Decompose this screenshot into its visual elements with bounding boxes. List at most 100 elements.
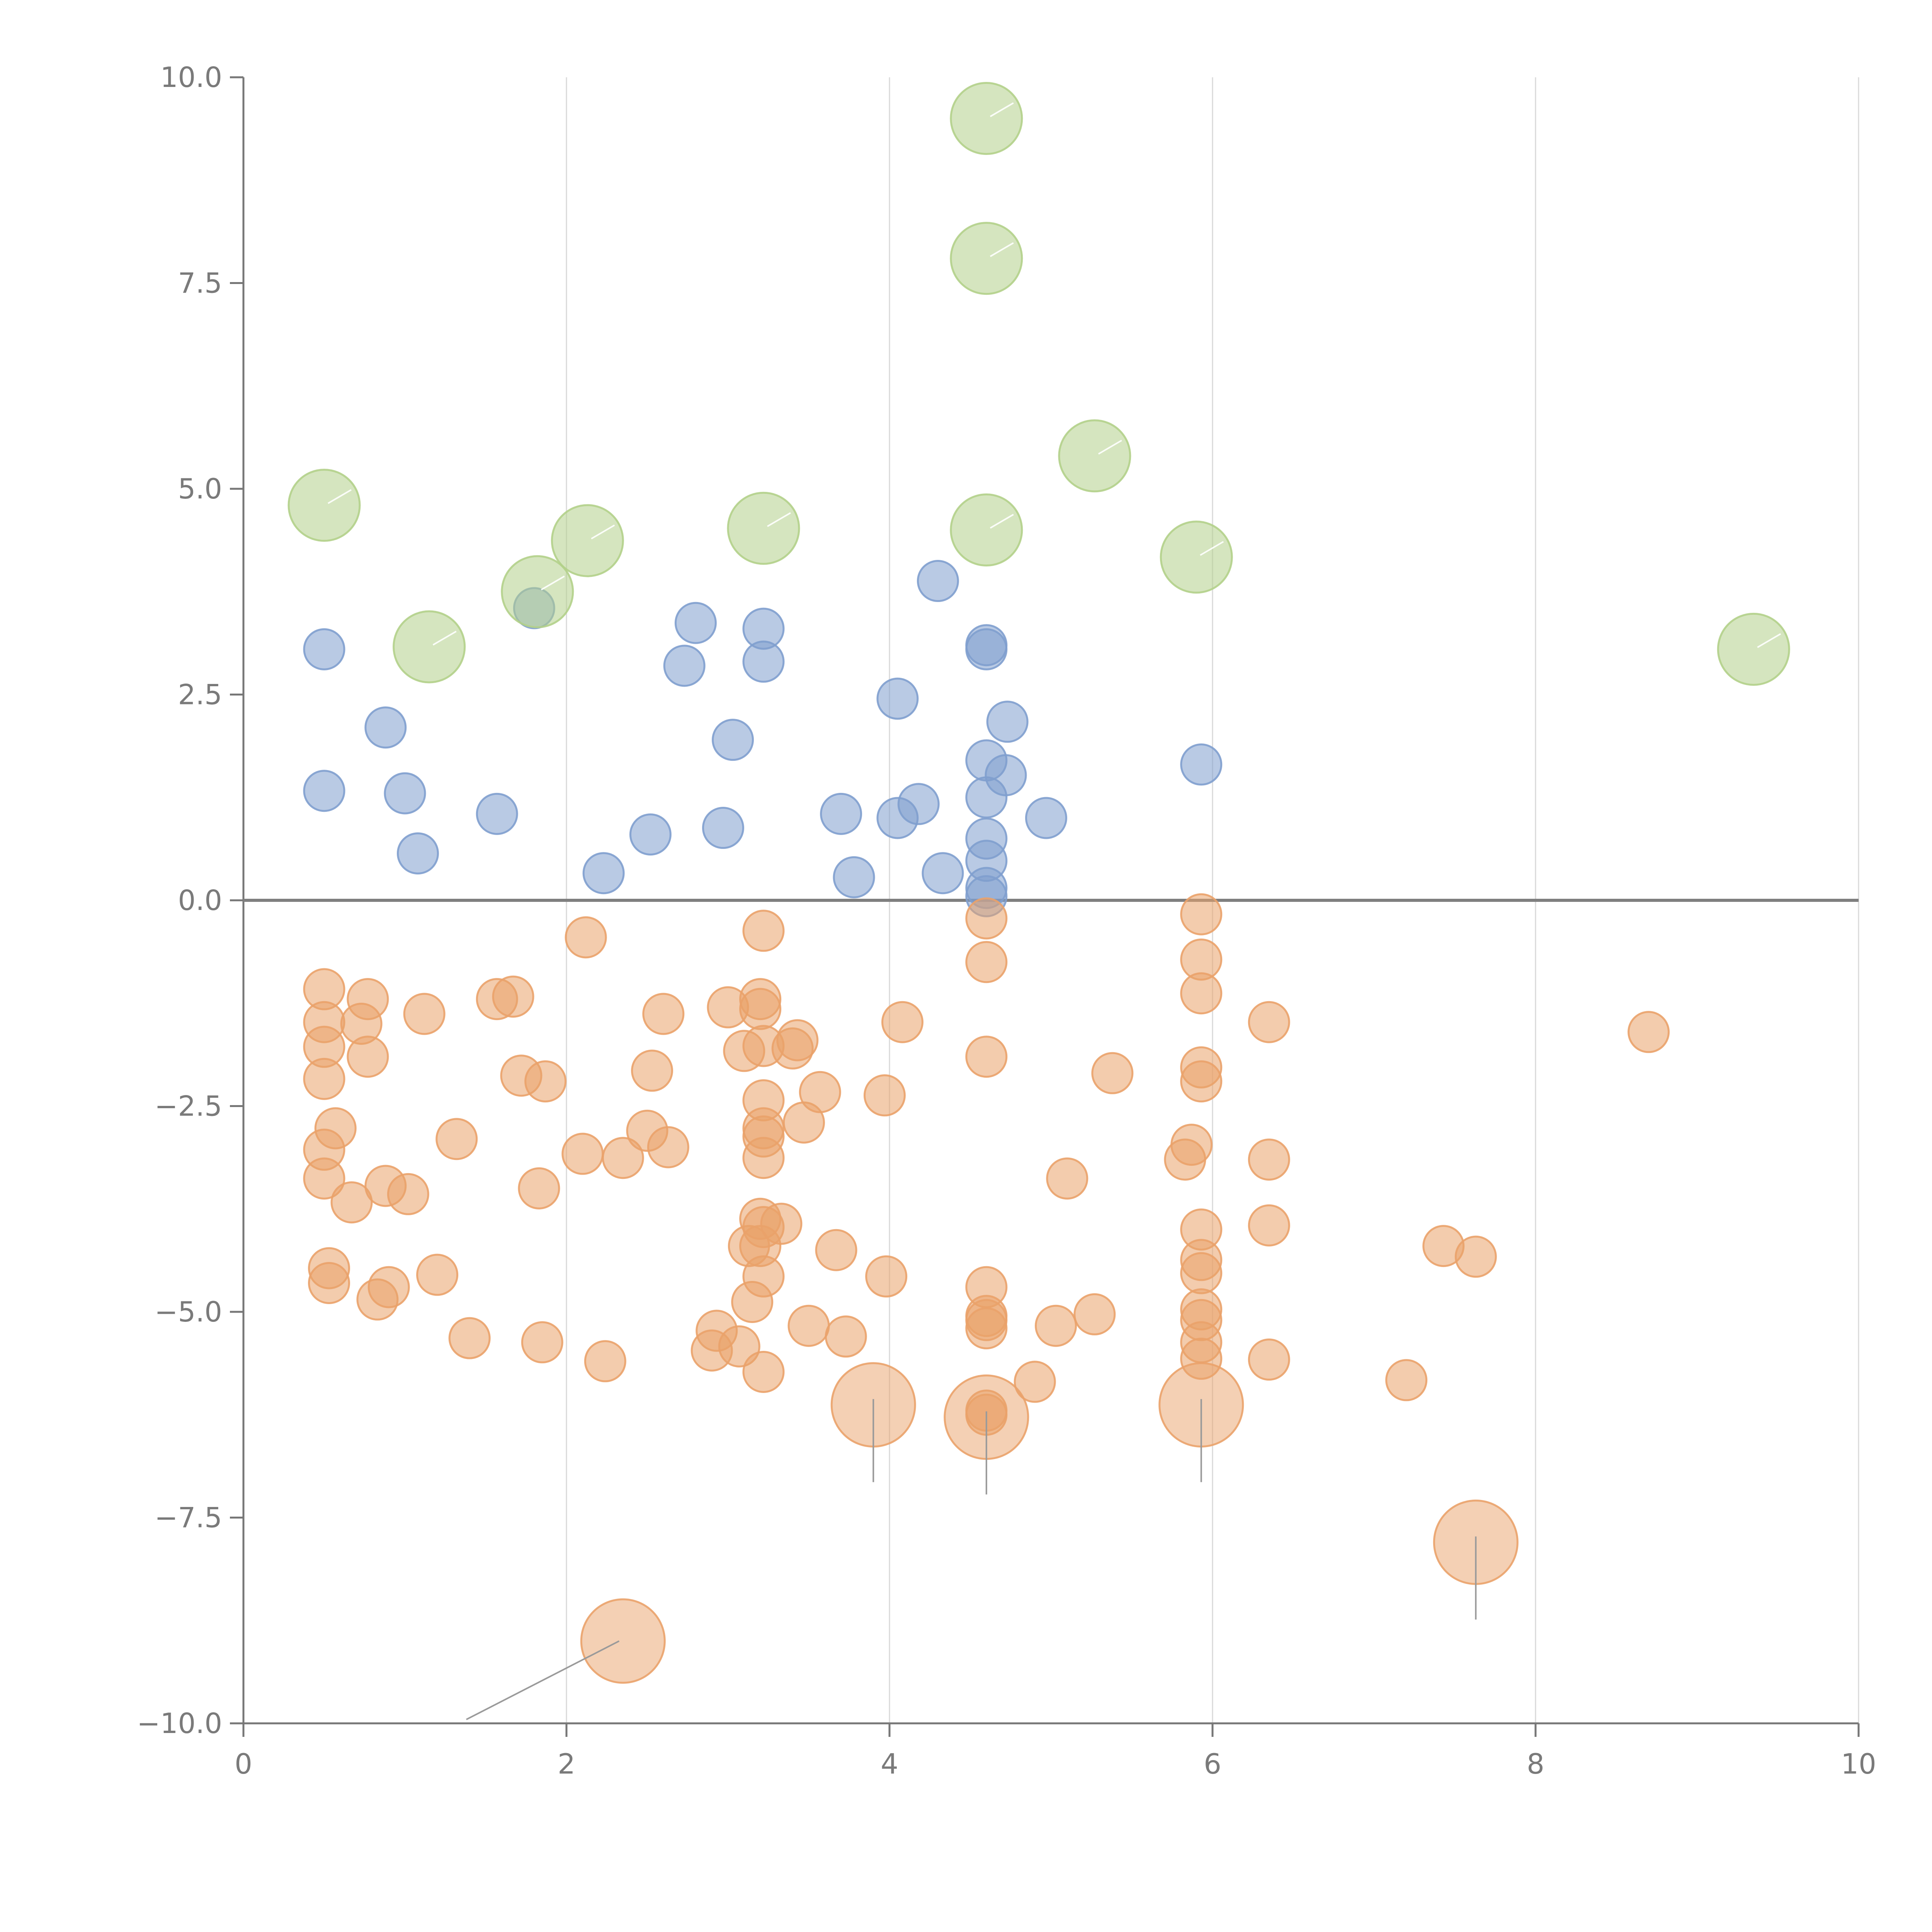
orange-point (367, 1266, 410, 1308)
orange-point (631, 1049, 673, 1092)
y-tick-label: 2.5 (178, 679, 222, 711)
blue-point (922, 852, 964, 895)
orange-point (1385, 1359, 1428, 1401)
y-tick-label: 10.0 (160, 61, 222, 94)
blue-point (702, 807, 744, 849)
green-point (950, 82, 1023, 155)
orange-point (965, 941, 1008, 983)
blue-point (384, 772, 426, 815)
blue-point (820, 793, 862, 835)
orange-point (742, 1350, 785, 1393)
y-tick-label: −5.0 (155, 1296, 222, 1328)
orange-point (965, 1307, 1008, 1350)
green-point-leader (1200, 541, 1224, 556)
blue-point (396, 832, 439, 875)
orange-point (303, 1157, 345, 1200)
green-point (950, 493, 1023, 566)
x-tick-label: 4 (881, 1748, 898, 1780)
orange-point (1628, 1011, 1670, 1053)
green-point-leader (1098, 440, 1122, 455)
orange-point (448, 1317, 491, 1359)
orange-point (742, 1137, 785, 1179)
blue-point (965, 628, 1008, 670)
orange-point (776, 1019, 819, 1061)
orange-point (403, 993, 446, 1035)
blue-point (833, 856, 875, 898)
orange-point (739, 988, 782, 1030)
orange-point (561, 1133, 604, 1175)
blue-point (897, 783, 940, 825)
green-point-leader (591, 524, 615, 539)
blue-point (985, 754, 1027, 796)
orange-point (303, 1058, 345, 1100)
orange-point (416, 1253, 459, 1296)
orange-point (825, 1315, 867, 1358)
blue-point (582, 852, 625, 895)
orange-point (308, 1262, 350, 1304)
x-tick-label: 6 (1204, 1748, 1221, 1780)
y-tick-label: 0.0 (178, 884, 222, 917)
blue-point (629, 813, 672, 856)
orange-point (787, 1304, 830, 1347)
orange-point (742, 910, 785, 952)
blue-point (742, 640, 785, 683)
x-tick-label: 8 (1527, 1748, 1544, 1780)
x-tick-label: 10 (1841, 1748, 1876, 1780)
orange-point (1248, 1138, 1290, 1181)
green-point-leader (432, 631, 457, 646)
green-point-leader (767, 512, 791, 527)
blue-point (876, 677, 919, 720)
orange-point (1035, 1304, 1077, 1347)
orange-point (642, 993, 685, 1035)
green-point (287, 469, 361, 542)
orange-point (742, 1255, 785, 1298)
green-point-leader (990, 102, 1014, 117)
blue-point (917, 560, 959, 602)
orange-point (524, 1060, 567, 1103)
orange-point (387, 1173, 429, 1215)
x-tick-label: 0 (235, 1748, 252, 1780)
orange-point (965, 1036, 1008, 1078)
blue-point (674, 602, 717, 644)
axes: 0 2 4 6 8 10 −10.0 −7.5 −5.0 −2.5 0.0 2.5 5.0 7.5 10.0 (137, 61, 1876, 1780)
blue-point (986, 701, 1029, 743)
y-tick-label: 7.5 (178, 267, 222, 299)
orange-point (492, 975, 534, 1018)
blue-point (1025, 797, 1067, 839)
orange-point-leader (466, 1640, 620, 1720)
green-point (1058, 419, 1131, 493)
green-point (950, 222, 1023, 295)
orange-point (1248, 1001, 1290, 1043)
orange-point (584, 1340, 626, 1383)
orange-point (602, 1137, 644, 1179)
orange-point (1248, 1204, 1290, 1247)
green-point (551, 504, 624, 577)
orange-point (760, 1202, 803, 1245)
orange-point (565, 916, 607, 959)
orange-large-point (580, 1598, 666, 1684)
green-point-leader (327, 489, 352, 504)
data-points (287, 82, 1790, 1684)
orange-point (1170, 1124, 1213, 1166)
green-point-leader (541, 575, 565, 590)
orange-point (1073, 1293, 1116, 1335)
green-point (1717, 612, 1790, 686)
y-tick-label: 5.0 (178, 473, 222, 505)
green-point (393, 610, 466, 684)
orange-point (1180, 1252, 1223, 1294)
blue-point (476, 793, 518, 835)
orange-point (347, 1036, 389, 1078)
orange-point (1180, 972, 1223, 1015)
orange-point (863, 1074, 906, 1117)
orange-point (965, 897, 1008, 940)
green-point-leader (990, 242, 1014, 257)
orange-point (815, 1229, 857, 1271)
y-tick-label: −2.5 (155, 1090, 222, 1122)
blue-point (303, 628, 345, 670)
orange-point (521, 1321, 563, 1364)
green-point-leader (990, 514, 1014, 529)
blue-point (303, 770, 345, 812)
orange-point (1014, 1361, 1056, 1403)
